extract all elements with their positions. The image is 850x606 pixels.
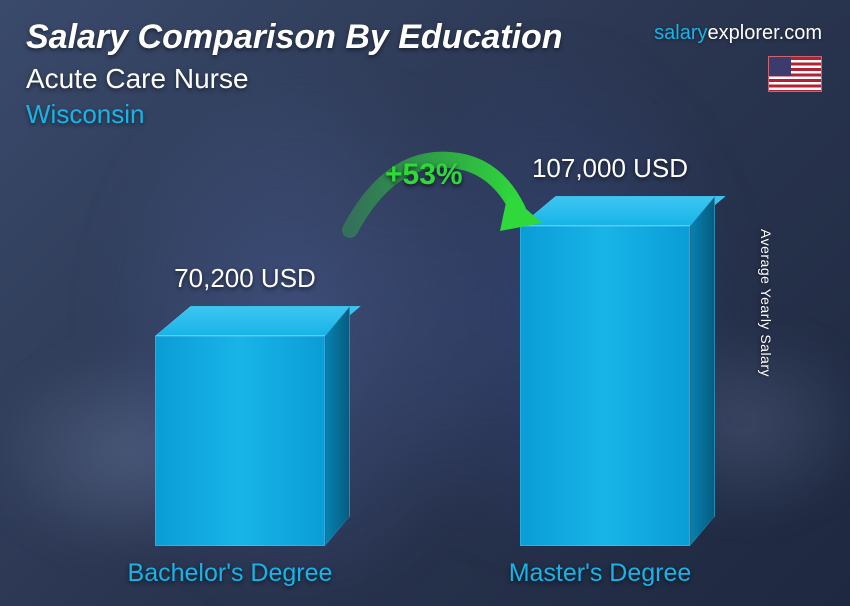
brand-suffix: explorer.com [708, 22, 823, 44]
percent-increase: +53% [385, 158, 463, 192]
bar-side-face [325, 306, 350, 546]
bar-value-bachelors: 70,200 USD [135, 263, 355, 294]
bar-front-face [520, 226, 690, 546]
location: Wisconsin [26, 99, 824, 130]
chart-area: 70,200 USD Bachelor's Degree 107,000 USD… [0, 140, 850, 606]
bar-front-face [155, 336, 325, 546]
bar-label-masters: Master's Degree [470, 559, 730, 588]
brand-prefix: salary [654, 22, 707, 44]
bar-label-bachelors: Bachelor's Degree [100, 559, 360, 588]
us-flag-icon [768, 56, 822, 92]
bar-side-face [690, 196, 715, 546]
job-title: Acute Care Nurse [26, 63, 824, 95]
brand-logo: salaryexplorer.com [654, 22, 822, 45]
